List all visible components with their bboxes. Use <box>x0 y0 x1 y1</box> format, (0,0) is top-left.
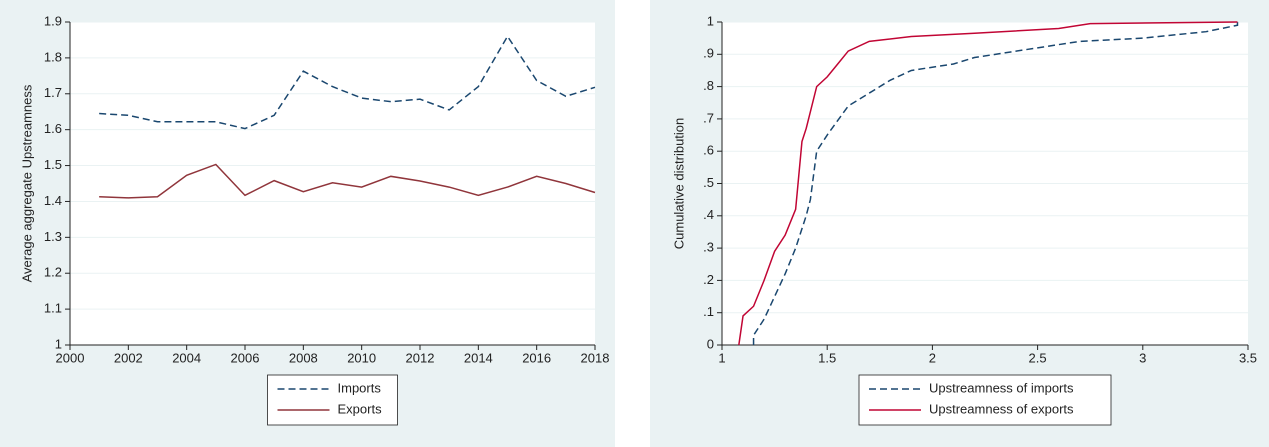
legend-box <box>267 374 398 426</box>
x-tick-label: 2008 <box>289 350 318 365</box>
series-line <box>752 22 1239 345</box>
y-tick-label: 1.8 <box>44 49 62 64</box>
x-tick-label: 2014 <box>464 350 493 365</box>
y-tick-label: .5 <box>703 175 714 190</box>
x-tick-label: 3.5 <box>1239 350 1257 365</box>
x-tick-label: 2002 <box>114 350 143 365</box>
x-tick-label: 2000 <box>56 350 85 365</box>
x-tick-label: 2 <box>929 350 936 365</box>
x-tick-label: 2012 <box>406 350 435 365</box>
y-tick-label: .2 <box>703 272 714 287</box>
y-tick-label: 0 <box>707 336 714 351</box>
y-tick-label: 1.3 <box>44 229 62 244</box>
y-tick-label: 1 <box>707 13 714 28</box>
series-line <box>99 163 596 199</box>
x-tick-label: 2006 <box>231 350 260 365</box>
series-line <box>738 21 1238 346</box>
x-tick-label: 1.5 <box>818 350 836 365</box>
y-tick-label: 1.9 <box>44 13 62 28</box>
x-tick-label: 2.5 <box>1029 350 1047 365</box>
y-tick-label: .6 <box>703 143 714 158</box>
y-tick-label: 1.5 <box>44 157 62 172</box>
y-tick-label: .3 <box>703 240 714 255</box>
y-tick-label: 1.6 <box>44 121 62 136</box>
y-tick-label: .8 <box>703 78 714 93</box>
y-tick-label: .7 <box>703 110 714 125</box>
y-tick-label: .1 <box>703 304 714 319</box>
x-tick-label: 3 <box>1139 350 1146 365</box>
y-axis-label: Cumulative distribution <box>671 118 686 250</box>
legend-label: Upstreamness of exports <box>929 401 1074 416</box>
x-tick-label: 1 <box>718 350 725 365</box>
x-tick-label: 2010 <box>347 350 376 365</box>
y-tick-label: 1 <box>55 336 62 351</box>
y-tick-label: 1.1 <box>44 301 62 316</box>
series-line <box>99 34 596 130</box>
y-tick-label: 1.2 <box>44 265 62 280</box>
y-tick-label: 1.4 <box>44 193 62 208</box>
legend-label: Upstreamness of imports <box>929 380 1074 395</box>
legend-box <box>858 374 1112 426</box>
y-tick-label: 1.7 <box>44 85 62 100</box>
legend-label: Imports <box>338 380 382 395</box>
y-axis-label: Average aggregate Upstreamness <box>19 84 34 282</box>
legend-label: Exports <box>338 401 383 416</box>
x-tick-label: 2004 <box>172 350 201 365</box>
y-tick-label: .9 <box>703 46 714 61</box>
x-tick-label: 2016 <box>522 350 551 365</box>
x-tick-label: 2018 <box>581 350 610 365</box>
y-tick-label: .4 <box>703 207 714 222</box>
